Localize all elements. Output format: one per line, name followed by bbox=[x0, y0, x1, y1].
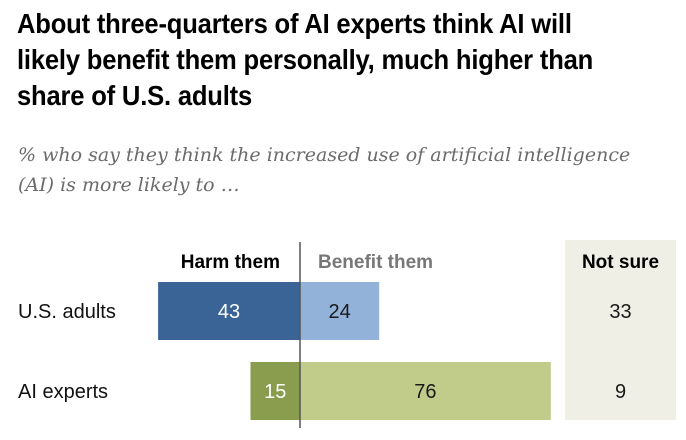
value-label-benefit: 76 bbox=[414, 381, 436, 403]
bar-harm bbox=[250, 362, 300, 420]
value-label-harm: 15 bbox=[264, 381, 286, 403]
chart-title: About three-quarters of AI experts think… bbox=[17, 8, 594, 111]
bar-benefit bbox=[300, 282, 380, 340]
value-label-harm: 43 bbox=[218, 301, 240, 323]
value-label-not-sure: 33 bbox=[609, 301, 631, 323]
value-label-benefit: 24 bbox=[328, 301, 350, 323]
header-benefit: Benefit them bbox=[318, 252, 433, 273]
header-harm: Harm them bbox=[181, 252, 280, 273]
bar-benefit bbox=[300, 362, 551, 420]
header-not-sure: Not sure bbox=[582, 252, 659, 273]
not-sure-column bbox=[565, 240, 676, 420]
row-label: AI experts bbox=[18, 381, 108, 403]
row-label: U.S. adults bbox=[18, 301, 116, 323]
bar-harm bbox=[158, 282, 300, 340]
value-label-not-sure: 9 bbox=[615, 381, 626, 403]
chart-subtitle: % who say they think the increased use o… bbox=[18, 144, 631, 196]
